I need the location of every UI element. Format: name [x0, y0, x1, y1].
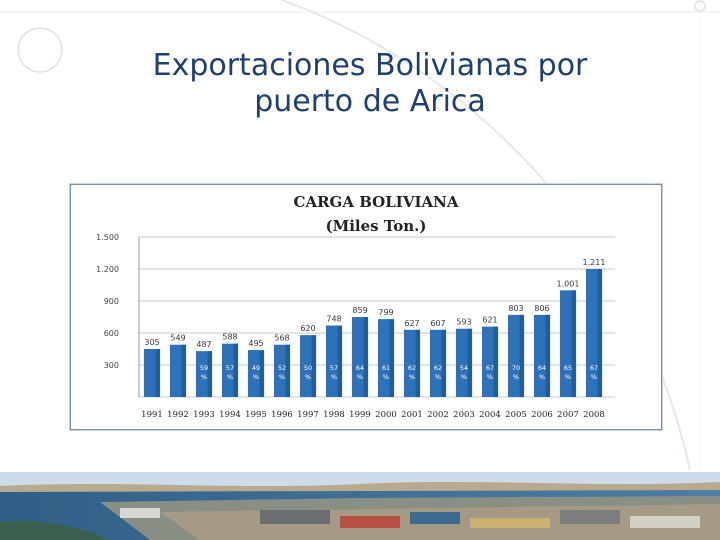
bar-percent-label: 70%	[512, 364, 520, 381]
bar-percent-label: 65%	[564, 364, 572, 381]
x-tick-label: 1999	[349, 410, 371, 420]
bar-value-label: 607	[430, 319, 445, 328]
bar-percent-label: 50%	[304, 364, 312, 381]
bar-value-label: 748	[326, 315, 341, 324]
bar-shade	[233, 343, 239, 397]
bar-value-label: 621	[482, 316, 497, 325]
bar-value-label: 588	[222, 333, 237, 342]
x-axis: 1991 1992 1993 1994 1995 1996 1997 1998 1999 2000…	[141, 410, 605, 420]
bar-value-label: 568	[274, 334, 289, 343]
bar-shade	[207, 351, 213, 397]
slide-title-line-2: puerto de Arica	[254, 84, 486, 119]
x-tick-label: 2006	[531, 410, 553, 420]
bar-percent-label: 67%	[590, 364, 598, 381]
x-tick-label: 1996	[271, 410, 293, 420]
x-tick-label: 2008	[583, 410, 605, 420]
bar-shade	[259, 350, 265, 397]
bar-percent-label: 61%	[382, 364, 390, 381]
y-tick-label: 1.500	[96, 233, 119, 242]
bar-chart: CARGA BOLIVIANA (Miles Ton.) 1.500 1.200 9…	[96, 193, 615, 420]
x-tick-label: 2001	[401, 410, 423, 420]
bar-shade	[467, 328, 473, 397]
bar-value-label: 620	[300, 324, 315, 333]
x-tick-label: 2007	[557, 410, 579, 420]
bar-percent-label: 49%	[252, 364, 260, 381]
bar-value-label: 1.211	[583, 258, 606, 267]
x-tick-label: 2005	[505, 410, 527, 420]
bar-value-label: 593	[456, 318, 471, 327]
x-tick-label: 2000	[375, 410, 397, 420]
slide-title-line-1: Exportaciones Bolivianas por	[152, 48, 588, 83]
bar-shade	[597, 269, 603, 397]
deco-dot	[694, 0, 706, 12]
port-photo	[0, 472, 720, 540]
bar-value-label: 627	[404, 319, 419, 328]
x-tick-label: 1992	[167, 410, 189, 420]
x-tick-label: 2002	[427, 410, 449, 420]
value-labels: 305 549 487 588 495 568 620 748 859 799 627 607 593 6…	[144, 258, 605, 349]
bar-percent-label: 64%	[356, 364, 364, 381]
port-photo-illustration	[0, 472, 720, 540]
bar-value-label: 549	[170, 334, 185, 343]
bar-value-label: 799	[378, 308, 393, 317]
bar-shade	[389, 319, 395, 397]
bar-shade	[155, 349, 161, 397]
bar-shade	[519, 314, 525, 397]
bar-percent-label: 62%	[408, 364, 416, 381]
bar-percent-label: 52%	[278, 364, 286, 381]
y-tick-label: 1.200	[96, 265, 119, 274]
chart-subtitle: (Miles Ton.)	[326, 217, 427, 235]
x-tick-label: 2004	[479, 410, 501, 420]
deco-circle	[17, 27, 63, 73]
bar-shade	[337, 325, 343, 397]
bar-percent-label: 57%	[330, 364, 338, 381]
x-tick-label: 1994	[219, 410, 241, 420]
x-tick-label: 1998	[323, 410, 345, 420]
bar-percent-label: 62%	[434, 364, 442, 381]
x-tick-label: 2003	[453, 410, 475, 420]
y-tick-label: 900	[104, 297, 119, 306]
x-tick-label: 1993	[193, 410, 215, 420]
bar-value-label: 495	[248, 339, 263, 348]
x-tick-label: 1995	[245, 410, 267, 420]
bar-shade	[493, 326, 499, 397]
bar-value-label: 1.001	[557, 279, 580, 288]
bar-percent-label: 64%	[538, 364, 546, 381]
bar-shade	[545, 314, 551, 397]
bar-shade	[181, 344, 187, 397]
bar-percent-label: 67%	[486, 364, 494, 381]
bar-percent-label: 54%	[460, 364, 468, 381]
bar-shade	[285, 344, 291, 397]
chart-title: CARGA BOLIVIANA	[294, 193, 459, 211]
bar-shade	[571, 290, 577, 397]
bar-percent-label: 57%	[226, 364, 234, 381]
bars	[143, 269, 603, 397]
bar-percent-label: 59%	[200, 364, 208, 381]
bar-shade	[441, 329, 447, 397]
bar-value-label: 859	[352, 306, 367, 315]
slide-title: Exportaciones Bolivianas por puerto de A…	[120, 48, 620, 120]
x-tick-label: 1997	[297, 410, 319, 420]
y-axis: 1.500 1.200 900 600 300	[96, 233, 119, 370]
bar-shade	[311, 335, 317, 397]
bar-value-label: 487	[196, 340, 211, 349]
bar-value-label: 305	[144, 338, 159, 347]
bar-value-label: 803	[508, 304, 523, 313]
bar-value-label: 806	[534, 304, 549, 313]
x-tick-label: 1991	[141, 410, 163, 420]
bar-shade	[415, 329, 421, 397]
chart-frame: CARGA BOLIVIANA (Miles Ton.) 1.500 1.200 9…	[70, 184, 662, 430]
bar-shade	[363, 317, 369, 397]
percent-labels: 59 % 57 % 49 % 52 % 50 % 57 % 64 % 61 % 62 % 62 % 54 % 67 % 70 % 6…	[200, 364, 598, 381]
y-tick-label: 300	[104, 361, 119, 370]
y-tick-label: 600	[104, 329, 119, 338]
